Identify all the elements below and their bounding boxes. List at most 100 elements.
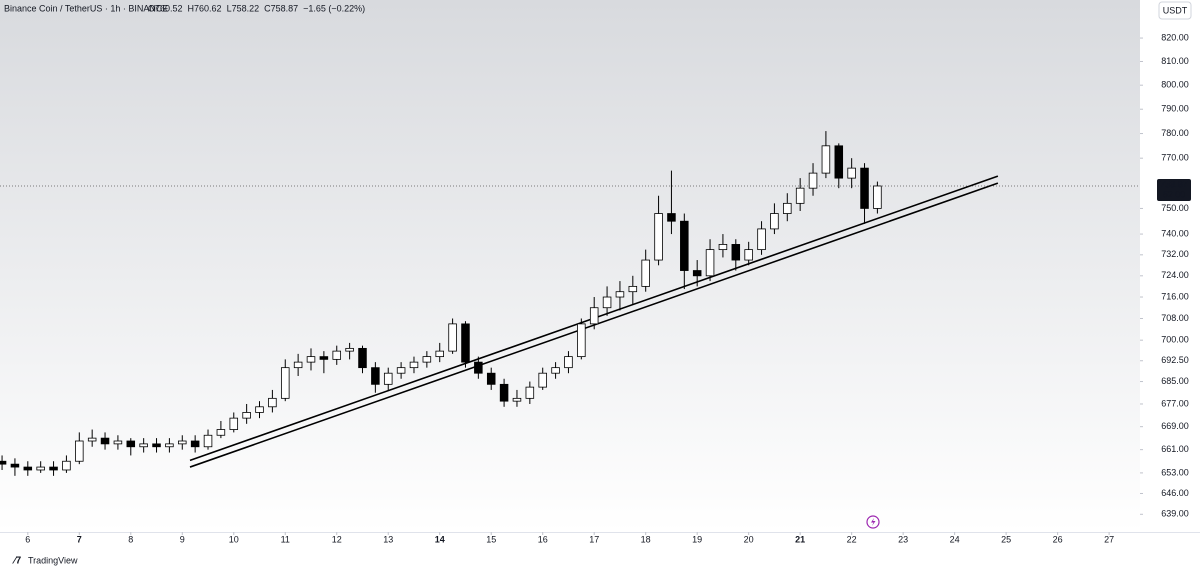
y-tick-label: 820.00 <box>1161 32 1189 42</box>
candle-body <box>847 167 856 179</box>
x-tick-label: 18 <box>641 534 651 544</box>
candle-body <box>757 228 766 251</box>
countdown: 52:00 <box>1163 189 1186 199</box>
x-tick-label: 27 <box>1104 534 1114 544</box>
y-tick-label: 716.00 <box>1161 291 1189 301</box>
candle-body <box>692 270 702 277</box>
candle-body <box>268 397 277 408</box>
x-tick-label: 19 <box>692 534 702 544</box>
candle-body <box>126 440 136 448</box>
candle-body <box>216 429 226 436</box>
candle-body <box>551 367 560 374</box>
y-tick-label: 677.00 <box>1161 398 1189 408</box>
y-tick-label: 692.50 <box>1161 355 1189 365</box>
candle-body <box>783 202 792 214</box>
x-tick-label: 11 <box>281 534 290 544</box>
candle-body <box>49 466 58 471</box>
y-tick-label: 661.00 <box>1161 444 1189 454</box>
y-tick-label: 800.00 <box>1161 80 1189 90</box>
x-tick-label: 12 <box>332 534 342 544</box>
candle-body <box>512 397 522 402</box>
x-tick-label: 13 <box>383 534 393 544</box>
candle-body <box>36 466 45 471</box>
candle-body <box>525 386 535 399</box>
y-tick-label: 653.00 <box>1161 467 1189 477</box>
candle-body <box>371 367 380 385</box>
x-tick-label: 21 <box>795 534 805 544</box>
alert-icon[interactable] <box>866 515 880 529</box>
candle-body <box>641 259 650 287</box>
candle-body <box>667 213 676 222</box>
last-price: 758.87 <box>1160 179 1188 189</box>
brand-logo: ⁄7 <box>12 556 22 567</box>
ohlc-readout: O760.52 H760.62 L758.22 C758.87 −1.65 (−0.22… <box>148 3 365 13</box>
ohlc-value: −1.65 (−0.22%) <box>303 3 365 13</box>
candle-body <box>834 145 844 179</box>
y-tick-label: 790.00 <box>1161 104 1189 114</box>
candle-body <box>190 440 200 448</box>
candle-body <box>615 291 625 298</box>
candle-body <box>795 187 805 204</box>
currency-button[interactable] <box>1158 1 1192 20</box>
candle-body <box>152 443 161 448</box>
candle-body <box>23 466 33 471</box>
y-tick-label: 708.00 <box>1161 313 1189 323</box>
brand: TradingView <box>28 555 78 565</box>
ohlc-value: O760.52 <box>148 3 183 13</box>
y-tick-label: 750.00 <box>1161 203 1189 213</box>
candle-body <box>680 220 689 271</box>
x-tick-label: 24 <box>950 534 960 544</box>
candle-body <box>602 296 612 309</box>
candle-body <box>280 367 290 399</box>
y-tick-label: 724.00 <box>1161 270 1189 280</box>
candle-body <box>165 443 174 448</box>
candle-body <box>461 323 470 363</box>
x-tick-label: 9 <box>180 534 185 544</box>
candle-body <box>448 323 457 352</box>
candle-body <box>113 440 123 445</box>
candle-body <box>229 417 239 430</box>
candle-body <box>770 213 779 230</box>
candle-body <box>486 372 496 385</box>
plot-background <box>0 0 1140 532</box>
y-tick-label: 810.00 <box>1161 56 1189 66</box>
x-tick-label: 15 <box>486 534 496 544</box>
candle-body <box>242 412 251 419</box>
candle-body <box>345 347 354 352</box>
x-tick-label: 14 <box>435 534 445 544</box>
ohlc-value: C758.87 <box>264 3 298 13</box>
x-tick-label: 7 <box>77 534 82 544</box>
candle-body <box>808 172 818 189</box>
symbol: Binance Coin / TetherUS · 1h · BINANCE <box>4 3 168 13</box>
y-tick-label: 646.00 <box>1161 488 1189 498</box>
price-axis-background <box>1140 0 1200 532</box>
candle-body <box>10 463 20 468</box>
candle-body <box>293 361 303 369</box>
candle-body <box>474 361 483 374</box>
candle-body <box>62 460 71 471</box>
candle-body <box>255 406 264 413</box>
currency[interactable]: USDT <box>1163 5 1188 15</box>
candle-body <box>731 244 741 261</box>
y-tick-label: 700.00 <box>1161 335 1189 345</box>
candle-body <box>873 185 882 209</box>
ohlc-value: L758.22 <box>227 3 260 13</box>
candle-body <box>100 437 110 445</box>
ohlc-value: H760.62 <box>188 3 222 13</box>
y-tick-label: 669.00 <box>1161 421 1189 431</box>
candle-body <box>744 249 753 261</box>
candle-body <box>718 244 728 251</box>
y-tick-label: 639.00 <box>1161 509 1189 519</box>
candle-body <box>654 213 663 261</box>
y-tick-label: 740.00 <box>1161 228 1189 238</box>
candle-body <box>628 285 638 293</box>
candle-body <box>705 249 715 277</box>
x-tick-label: 10 <box>229 534 239 544</box>
x-tick-label: 26 <box>1053 534 1063 544</box>
candle-body <box>332 350 342 360</box>
candle-body <box>203 434 213 448</box>
candle-body <box>577 323 586 358</box>
candle-body <box>87 437 97 442</box>
y-tick-label: 780.00 <box>1161 128 1189 138</box>
candle-body <box>178 440 187 445</box>
